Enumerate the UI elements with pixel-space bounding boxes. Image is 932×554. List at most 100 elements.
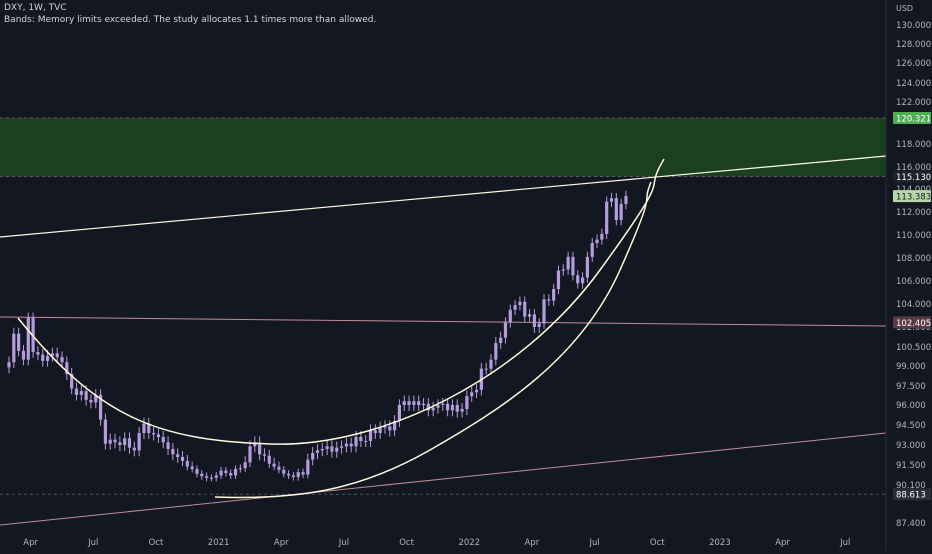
y-tick-label: 118.000 — [896, 140, 931, 150]
candle-body — [171, 449, 175, 455]
candle-body — [17, 333, 21, 351]
candle-body — [267, 455, 271, 464]
chart-legend: DXY, 1W, TVC Bands: Memory limits exceed… — [4, 2, 376, 26]
candle-body — [354, 437, 358, 447]
candle-body — [229, 473, 233, 476]
candle-body — [123, 438, 127, 445]
upper-arc-curve[interactable] — [17, 158, 665, 445]
candle-body — [118, 442, 122, 445]
candle-body — [455, 405, 459, 412]
candle-body — [108, 439, 112, 444]
candle-body — [368, 430, 373, 441]
candle-body — [214, 475, 218, 478]
candle-body — [378, 427, 382, 433]
candle-body — [470, 392, 474, 397]
candle-body — [383, 426, 387, 428]
x-tick-label: Apr — [274, 538, 289, 548]
candle-body — [55, 353, 59, 358]
level-badge[interactable] — [893, 170, 931, 183]
currency-label: USD — [896, 4, 913, 13]
candle-body — [532, 314, 536, 327]
y-tick-label: 108.000 — [896, 254, 931, 264]
candle-body — [552, 289, 556, 301]
x-tick-label: Jul — [588, 538, 599, 548]
candle-body — [195, 469, 199, 474]
candle-body — [219, 470, 223, 476]
candle-body — [296, 472, 300, 477]
candle-body — [450, 405, 455, 411]
pink-rising-trendline[interactable] — [0, 432, 887, 526]
level-badge[interactable] — [893, 316, 931, 329]
candle-body — [94, 394, 98, 403]
candle-body — [344, 443, 348, 447]
x-tick-label: Jul — [839, 538, 850, 548]
candle-body — [460, 409, 464, 412]
y-tick-label: 130.000 — [896, 21, 931, 31]
y-tick-label: 94.500 — [896, 421, 926, 431]
candle-body — [262, 454, 267, 456]
candle-body — [113, 439, 117, 443]
price-scale-background — [886, 0, 932, 550]
candle-body — [200, 473, 204, 477]
candle-body — [518, 301, 522, 306]
candle-body — [161, 437, 165, 443]
level-badge[interactable] — [893, 111, 931, 124]
candle-body — [402, 401, 406, 405]
candle-body — [79, 391, 83, 395]
candle-body — [537, 323, 541, 327]
x-tick-label: 2022 — [458, 538, 480, 548]
candle-body — [301, 472, 305, 475]
candle-body — [523, 301, 527, 317]
candle-body — [282, 469, 286, 474]
y-tick-label: 128.000 — [896, 40, 931, 50]
candle-body — [571, 256, 575, 276]
candle-body — [349, 443, 353, 447]
x-tick-label: Apr — [23, 538, 38, 548]
y-tick-label: 114.000 — [896, 185, 931, 195]
y-tick-label: 122.000 — [896, 98, 931, 108]
y-tick-label: 112.000 — [896, 208, 931, 218]
candle-body — [156, 434, 161, 437]
candle-body — [286, 473, 291, 476]
y-tick-label: 124.000 — [896, 79, 931, 89]
candle-body — [74, 388, 79, 395]
candle-body — [412, 401, 416, 405]
symbol-title[interactable]: DXY, 1W, TVC — [4, 3, 67, 13]
candle-body — [600, 233, 604, 240]
x-tick-label: Oct — [399, 538, 414, 548]
y-tick-label: 106.000 — [896, 277, 931, 287]
candle-body — [566, 256, 570, 270]
candle-body — [190, 466, 194, 469]
candle-body — [556, 270, 561, 290]
candle-body — [45, 355, 50, 361]
candle-body — [50, 353, 54, 356]
candle-body — [41, 354, 45, 361]
candle-body — [436, 405, 440, 408]
candle-body — [576, 275, 580, 284]
candle-body — [320, 449, 324, 451]
candle-body — [609, 198, 614, 202]
candle-body — [364, 441, 368, 442]
candle-body — [306, 459, 310, 475]
candle-body — [605, 201, 609, 234]
candle-body — [359, 437, 363, 441]
pink-horizontal-trendline[interactable] — [0, 316, 887, 327]
level-badge[interactable] — [893, 488, 931, 501]
y-tick-label: 100.500 — [896, 343, 931, 353]
rising-white-trendline[interactable] — [0, 155, 887, 238]
x-tick-label: Oct — [650, 538, 665, 548]
candle-body — [258, 442, 262, 455]
x-tick-label: Apr — [775, 538, 790, 548]
y-tick-label: 93.000 — [896, 441, 926, 451]
candle-body — [147, 423, 151, 433]
candle-body — [489, 359, 493, 369]
lower-arc-curve[interactable] — [214, 181, 652, 499]
resistance-zone — [0, 117, 886, 177]
candle-body — [397, 405, 402, 421]
candle-body — [311, 453, 315, 460]
candle-body — [580, 277, 585, 284]
level-badge[interactable] — [893, 190, 931, 203]
candle-body — [253, 442, 257, 447]
